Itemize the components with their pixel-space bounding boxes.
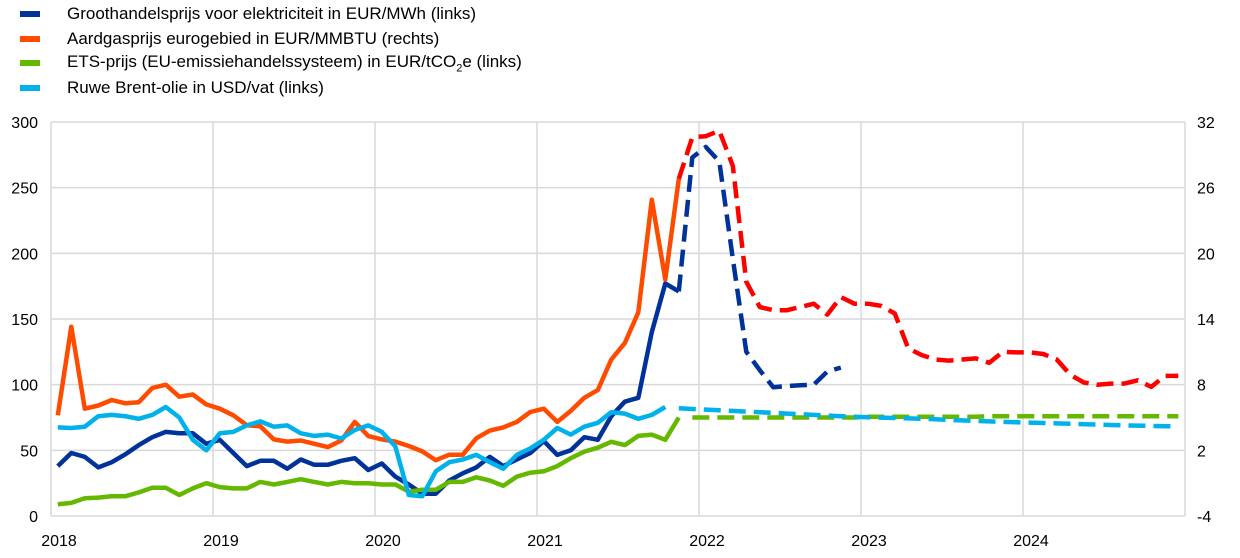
left-tick-label: 150 — [11, 312, 38, 329]
left-tick-label: 250 — [11, 181, 38, 198]
legend-item-ets: ETS-prijs (EU-emissiehandelssysteem) in … — [20, 51, 522, 76]
x-tick-label: 2018 — [41, 533, 77, 550]
x-tick-label: 2020 — [365, 533, 401, 550]
x-tick-label: 2021 — [527, 533, 563, 550]
left-axis-ticks: 0 50 100 150 200 250 300 — [11, 115, 38, 526]
right-tick-label: 32 — [1197, 115, 1215, 132]
series-line-dashed — [678, 406, 1179, 429]
x-tick-label: 2023 — [851, 533, 887, 550]
right-tick-label: 2 — [1197, 443, 1206, 460]
legend-item-gas: Aardgasprijs eurogebied in EUR/MMBTU (re… — [20, 27, 522, 52]
series-line-dashed — [692, 413, 1179, 420]
left-tick-label: 50 — [20, 443, 38, 460]
left-tick-label: 200 — [11, 246, 38, 263]
right-tick-label: 14 — [1197, 312, 1215, 329]
right-tick-label: 8 — [1197, 378, 1206, 395]
right-tick-label: -4 — [1197, 509, 1211, 526]
series-line-solid — [55, 178, 682, 463]
legend-label: Aardgasprijs eurogebied in EUR/MMBTU (re… — [67, 28, 440, 48]
legend: Groothandelsprijs voor elektriciteit in … — [20, 2, 522, 100]
series-line-solid — [57, 404, 667, 499]
legend-swatch — [20, 60, 40, 67]
legend-item-electricity: Groothandelsprijs voor elektriciteit in … — [20, 2, 522, 27]
legend-swatch — [20, 35, 40, 42]
x-axis-ticks: 2018 2019 2020 2021 2022 2023 2024 — [41, 533, 1049, 550]
legend-label-part: ETS-prijs (EU-emissiehandelssysteem) in … — [67, 52, 457, 72]
right-tick-label: 26 — [1197, 181, 1215, 198]
legend-label: Groothandelsprijs voor elektriciteit in … — [67, 4, 477, 24]
gridlines — [50, 121, 1186, 517]
series-line-dashed — [676, 144, 842, 390]
legend-swatch — [20, 84, 40, 91]
series-lines — [55, 128, 1179, 507]
x-tick-label: 2024 — [1013, 533, 1049, 550]
left-tick-label: 300 — [11, 115, 38, 132]
series-line-solid — [56, 281, 680, 496]
legend-label: ETS-prijs (EU-emissiehandelssysteem) in … — [67, 52, 522, 74]
x-tick-label: 2022 — [689, 533, 725, 550]
right-tick-label: 20 — [1197, 246, 1215, 263]
series-line-solid — [57, 416, 681, 507]
legend-label-subscript: 2 — [456, 62, 463, 75]
left-tick-label: 0 — [29, 509, 38, 526]
x-tick-label: 2019 — [203, 533, 239, 550]
legend-label: Ruwe Brent-olie in USD/vat (links) — [67, 77, 324, 97]
right-axis-ticks: -4 2 8 14 20 26 32 — [1197, 115, 1215, 526]
legend-label-part: e (links) — [462, 52, 522, 72]
legend-item-brent: Ruwe Brent-olie in USD/vat (links) — [20, 76, 522, 101]
legend-swatch — [20, 11, 40, 18]
left-tick-label: 100 — [11, 378, 38, 395]
series-line-dashed — [676, 128, 1179, 390]
